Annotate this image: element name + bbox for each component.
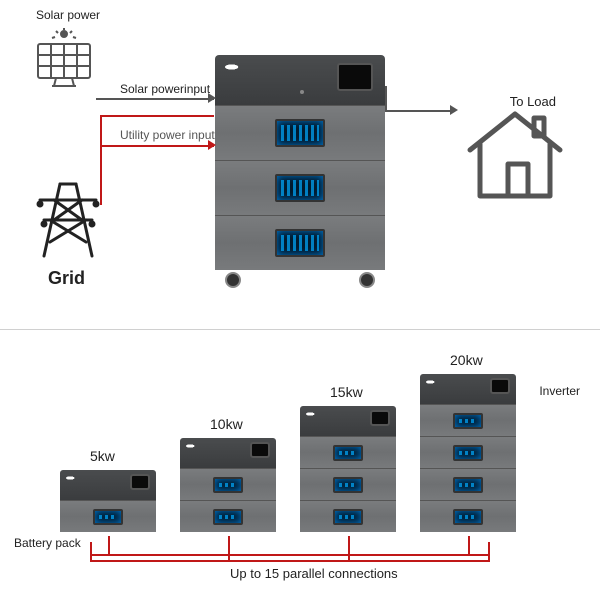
system-diagram-top: Solar power <box>0 0 600 330</box>
unit-wheels <box>215 270 385 288</box>
arrow-icon <box>208 93 216 103</box>
capacity-stack <box>300 406 396 532</box>
arrow-red-icon <box>208 140 216 150</box>
battery-screen-icon <box>213 509 243 525</box>
solar-line <box>96 98 214 100</box>
capacity-lineup: 5kw 10kw 15kw 20kw Inverter Battery pack Up… <box>0 330 600 600</box>
capacity-stack <box>180 438 276 532</box>
battery-stack <box>215 105 385 270</box>
parallel-tick <box>348 536 350 560</box>
grid-tower-icon <box>36 180 100 265</box>
capacity-stack <box>420 374 516 532</box>
parallel-tick <box>468 536 470 554</box>
battery-module <box>215 160 385 215</box>
capacity-stack <box>60 470 156 532</box>
inverter-display-icon <box>130 474 150 490</box>
utility-input-label: Utility power input <box>120 128 215 142</box>
battery-module <box>180 468 276 500</box>
grid-line-v <box>100 145 102 205</box>
battery-screen-icon <box>213 477 243 493</box>
parallel-bracket <box>90 554 490 556</box>
inverter-head <box>420 374 516 404</box>
kw-label: 5kw <box>90 448 115 464</box>
battery-screen-icon <box>453 445 483 461</box>
kw-label: 10kw <box>210 416 243 432</box>
battery-pack-label: Battery pack <box>14 536 81 550</box>
solar-input-label: Solar powerinput <box>120 82 210 96</box>
parallel-tick <box>108 536 110 554</box>
brand-logo-icon <box>426 378 440 386</box>
inverter-display-icon <box>250 442 270 458</box>
house-icon <box>460 100 570 215</box>
solar-power-label: Solar power <box>36 8 100 22</box>
brand-logo-icon <box>306 410 320 418</box>
grid-label: Grid <box>48 268 85 289</box>
battery-screen-icon <box>453 413 483 429</box>
kw-label: 20kw <box>450 352 483 368</box>
inverter-head <box>180 438 276 468</box>
battery-module <box>420 500 516 532</box>
inverter-display-icon <box>370 410 390 426</box>
battery-module <box>215 215 385 270</box>
arrow-icon <box>450 105 458 115</box>
parallel-bracket2 <box>90 560 490 562</box>
wheel-icon <box>359 272 375 288</box>
battery-screen-icon <box>453 509 483 525</box>
battery-module <box>420 404 516 436</box>
kw-label: 15kw <box>330 384 363 400</box>
inverter-head <box>215 55 385 105</box>
inverter-head <box>300 406 396 436</box>
load-line-v <box>385 86 387 112</box>
inverter-head <box>60 470 156 500</box>
battery-module <box>300 468 396 500</box>
grid-line-h <box>100 145 214 147</box>
brand-logo-icon <box>186 442 200 450</box>
parallel-tick <box>488 542 490 560</box>
battery-screen-icon <box>333 445 363 461</box>
parallel-tick <box>228 536 230 560</box>
inverter-label: Inverter <box>539 384 580 398</box>
battery-module <box>420 468 516 500</box>
battery-screen-icon <box>333 477 363 493</box>
battery-module <box>420 436 516 468</box>
inverter-display-icon <box>490 378 510 394</box>
load-line <box>385 110 455 112</box>
brand-logo-icon <box>66 474 80 482</box>
main-storage-unit <box>215 55 385 288</box>
battery-module <box>300 500 396 532</box>
parallel-label: Up to 15 parallel connections <box>230 566 398 581</box>
battery-module <box>215 105 385 160</box>
battery-screen-icon <box>93 509 123 525</box>
battery-screen-icon <box>275 119 325 147</box>
battery-screen-icon <box>333 509 363 525</box>
battery-screen-icon <box>275 174 325 202</box>
brand-logo-icon <box>225 61 247 73</box>
grid-line-v2 <box>100 115 102 145</box>
solar-panel-icon <box>32 28 96 97</box>
battery-screen-icon <box>275 229 325 257</box>
parallel-tick <box>90 542 92 560</box>
battery-module <box>300 436 396 468</box>
battery-module <box>180 500 276 532</box>
wheel-icon <box>225 272 241 288</box>
battery-screen-icon <box>453 477 483 493</box>
power-dot-icon <box>300 90 304 94</box>
inverter-display-icon <box>337 63 373 91</box>
grid-line-h2 <box>100 115 214 117</box>
battery-module <box>60 500 156 532</box>
